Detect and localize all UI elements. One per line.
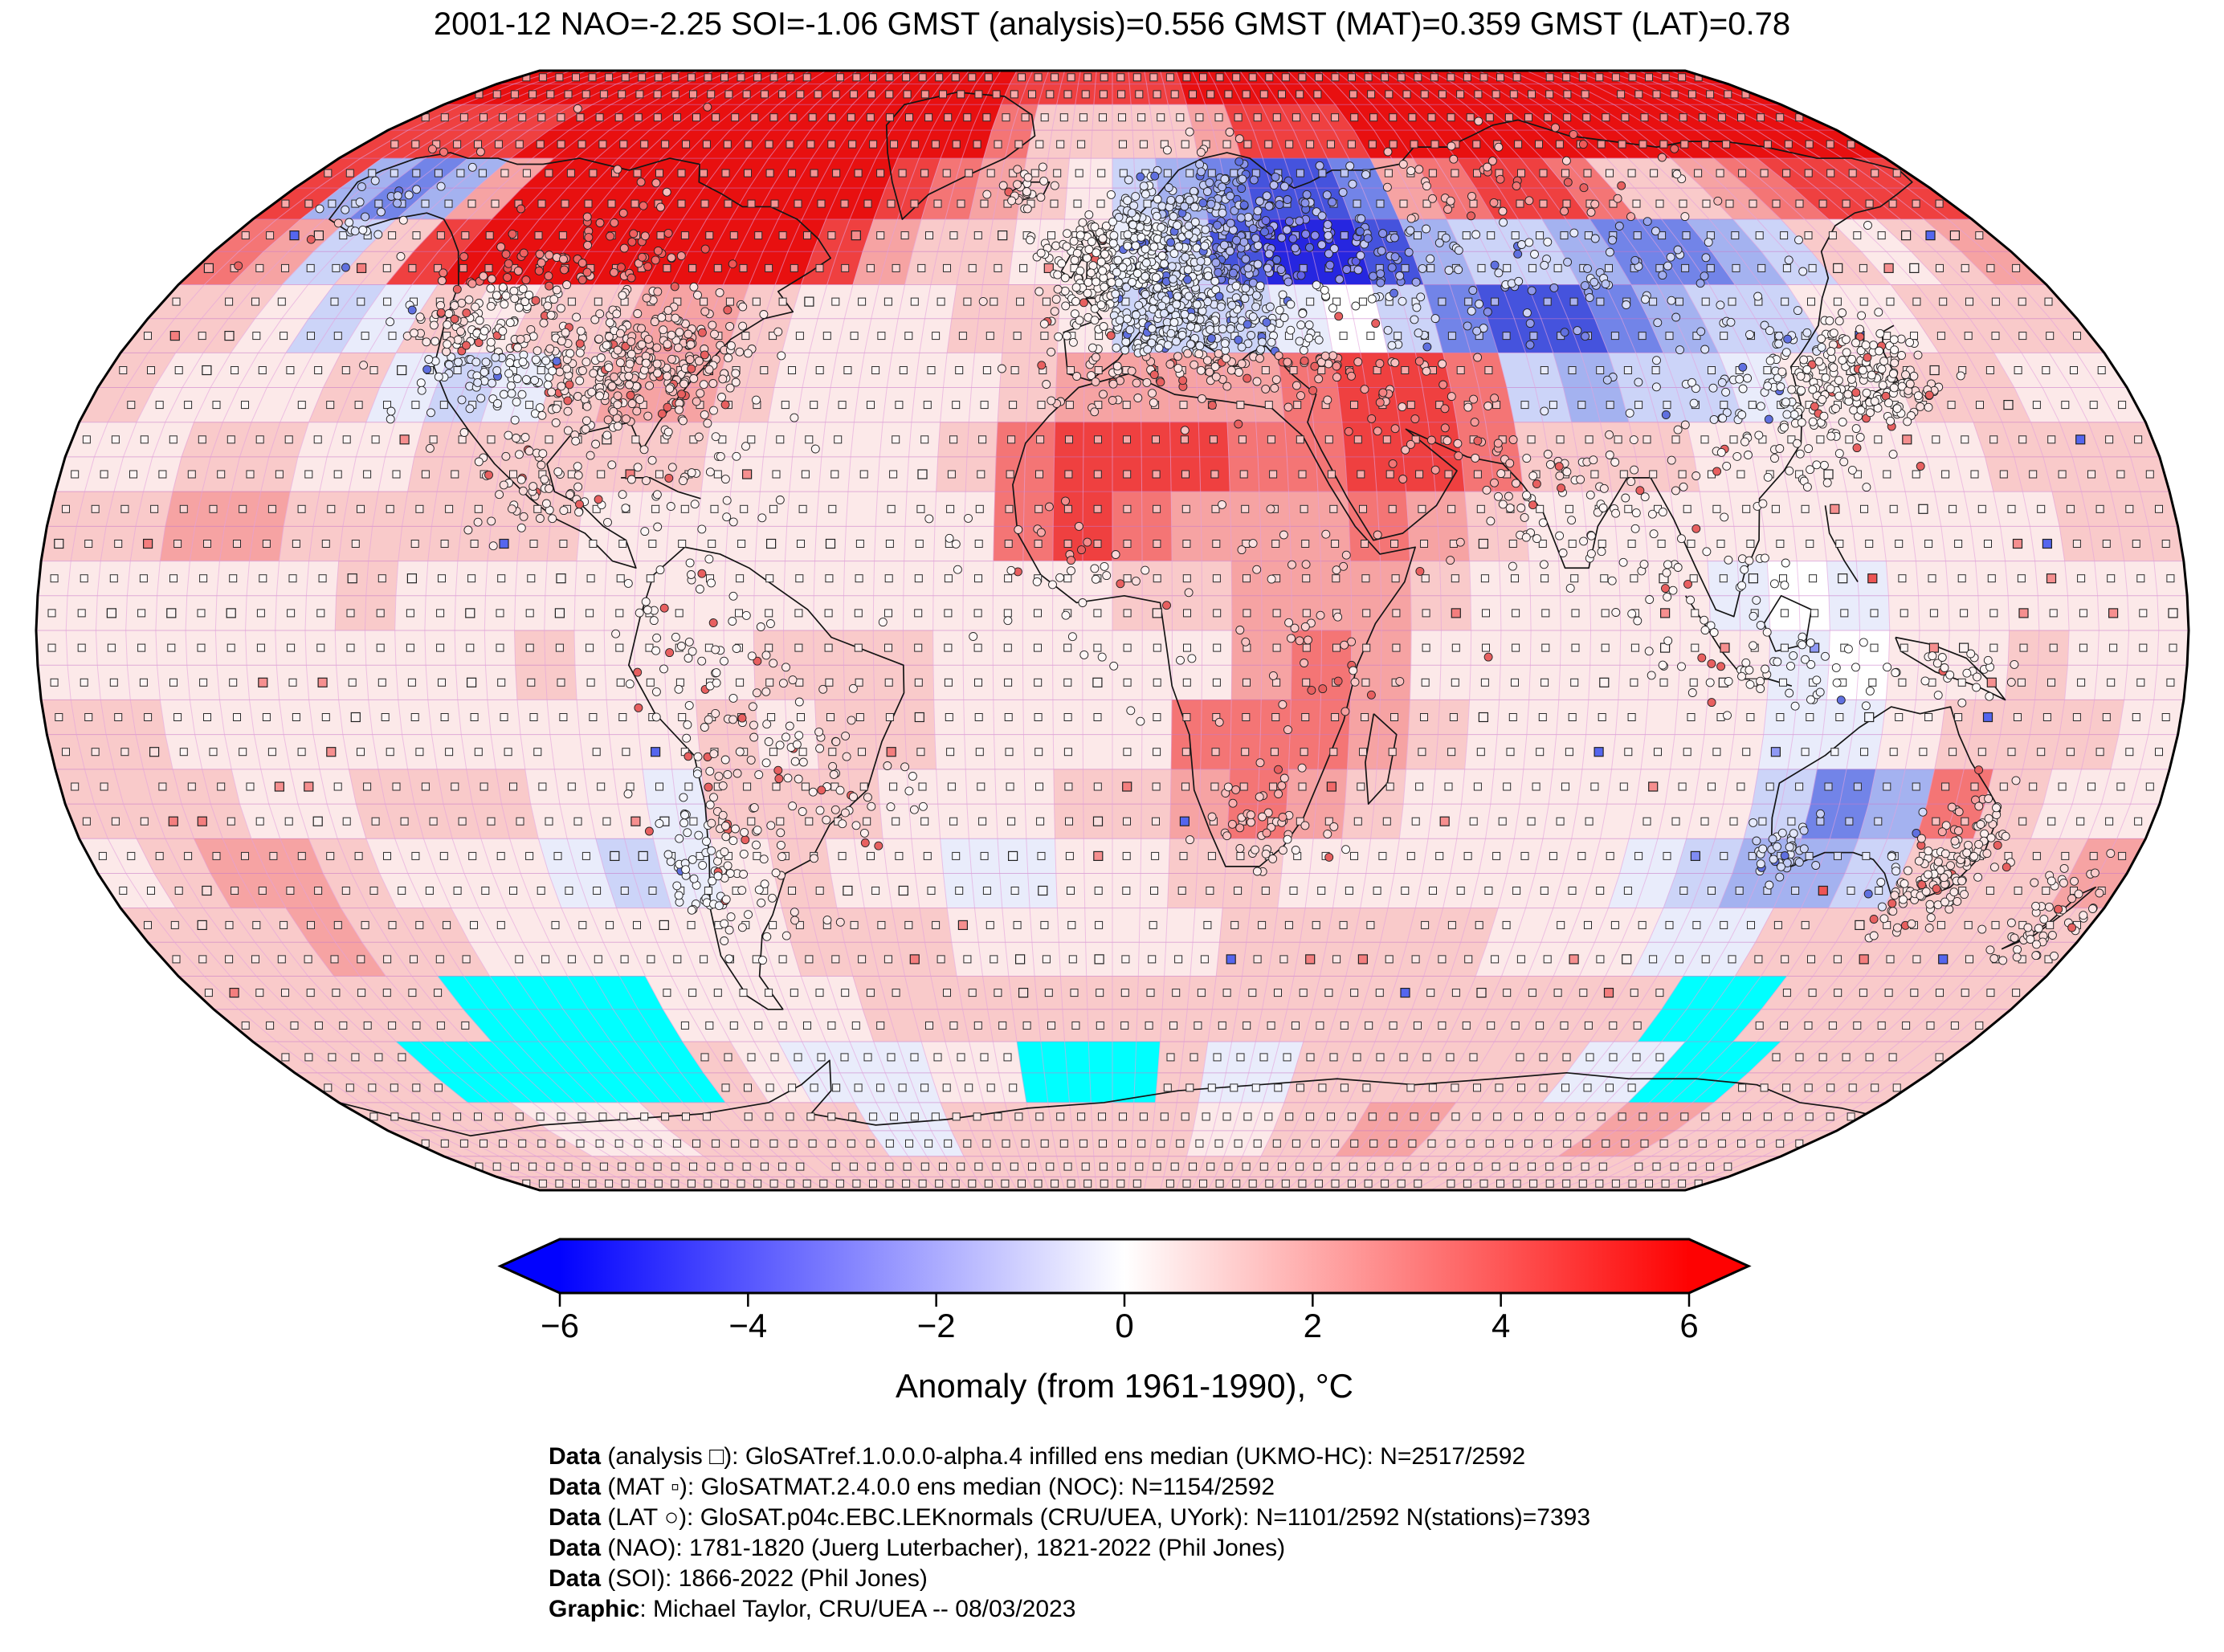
credit-prefix: Data (549, 1565, 602, 1592)
credit-text: (NAO): 1781-1820 (Juerg Luterbacher), 18… (601, 1535, 1286, 1561)
colorbar-tick-label: 0 (1115, 1307, 1133, 1344)
credit-prefix: Graphic (549, 1596, 640, 1622)
colorbar-tick-label: −2 (917, 1307, 956, 1344)
colorbar: −6 −4 −2 0 2 4 6 Anomaly (from 1961-1990), °C (497, 1238, 1752, 1405)
credit-text: (analysis □): GloSATref.1.0.0.0-alpha.4 … (601, 1443, 1526, 1470)
coastlines (328, 92, 2096, 1137)
credit-line: Data (NAO): 1781-1820 (Juerg Luterbacher… (549, 1533, 1590, 1564)
lat-station-circles (234, 102, 2116, 965)
credit-text: (LAT ○): GloSAT.p04c.EBC.LEKnormals (CRU… (601, 1504, 1591, 1531)
map-outline (35, 69, 2190, 1192)
world-map (35, 69, 2190, 1192)
colorbar-gradient (560, 1239, 1689, 1293)
colorbar-tick-label: 6 (1679, 1307, 1698, 1344)
credit-line: Data (analysis □): GloSATref.1.0.0.0-alp… (549, 1442, 1590, 1472)
credit-line: Data (SOI): 1866-2022 (Phil Jones) (549, 1564, 1590, 1594)
map-layers (36, 71, 2189, 1190)
page-title: 2001-12 NAO=-2.25 SOI=-1.06 GMST (analys… (433, 6, 1791, 42)
colorbar-axis-label: Anomaly (from 1961-1990), °C (896, 1367, 1353, 1405)
colorbar-tick-label: 2 (1304, 1307, 1322, 1344)
colorbar-right-arrow (1689, 1239, 1749, 1293)
credit-text: : Michael Taylor, CRU/UEA -- 08/03/2023 (639, 1596, 1076, 1622)
credit-prefix: Data (549, 1474, 602, 1500)
credit-prefix: Data (549, 1504, 602, 1531)
graticule (36, 71, 2189, 1190)
colorbar-tick-label: 4 (1492, 1307, 1510, 1344)
credit-prefix: Data (549, 1535, 602, 1561)
colorbar-tick-label: −6 (541, 1307, 579, 1344)
credit-prefix: Data (549, 1443, 602, 1470)
credit-text: (SOI): 1866-2022 (Phil Jones) (601, 1565, 928, 1592)
credit-line: Data (MAT ▫): GloSATMAT.2.4.0.0 ens medi… (549, 1472, 1590, 1503)
colorbar-left-arrow (500, 1239, 560, 1293)
colorbar-tick-label: −4 (728, 1307, 767, 1344)
credit-text: (MAT ▫): GloSATMAT.2.4.0.0 ens median (N… (601, 1474, 1275, 1500)
credit-line: Graphic: Michael Taylor, CRU/UEA -- 08/0… (549, 1594, 1590, 1625)
credits-block: Data (analysis □): GloSATref.1.0.0.0-alp… (549, 1442, 1590, 1625)
credit-line: Data (LAT ○): GloSAT.p04c.EBC.LEKnormals… (549, 1503, 1590, 1533)
